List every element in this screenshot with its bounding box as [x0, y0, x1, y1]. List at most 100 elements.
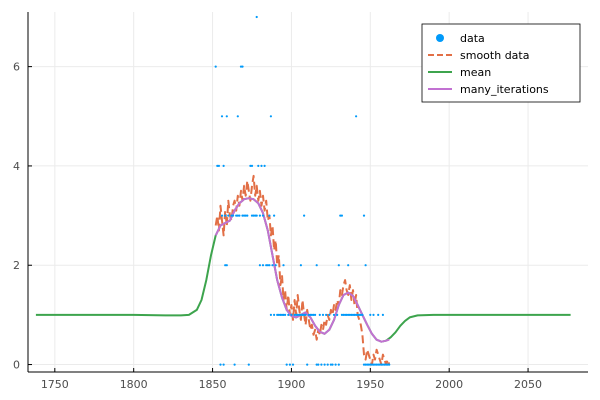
data-point	[332, 313, 336, 316]
legend-entry: mean	[428, 66, 491, 79]
data-point	[236, 214, 239, 217]
data-point	[375, 363, 378, 366]
data-point	[307, 313, 310, 316]
data-point	[260, 164, 263, 167]
x-tick-label: 2050	[514, 378, 542, 391]
data-point	[340, 214, 343, 217]
data-point	[241, 214, 244, 217]
legend-entry: many_iterations	[428, 83, 549, 96]
data-point	[377, 313, 380, 316]
legend: data smooth data mean many_iterations	[421, 23, 581, 103]
data-point	[249, 164, 252, 167]
data-point	[236, 115, 239, 118]
y-tick-label: 6	[13, 61, 20, 74]
legend-label: many_iterations	[460, 83, 549, 96]
y-tick-label: 2	[13, 259, 20, 272]
data-point	[355, 115, 358, 118]
series-mean-line	[35, 197, 571, 343]
data-point	[383, 363, 386, 366]
data-point	[230, 214, 233, 217]
data-point	[320, 363, 323, 366]
data-point	[328, 313, 331, 316]
data-point	[269, 115, 272, 118]
data-point	[315, 363, 318, 366]
data-point	[369, 313, 372, 316]
x-tick-labels: 1750 1800 1850 1900 1950 2000 2050	[41, 378, 542, 391]
data-point	[265, 264, 268, 267]
data-point	[314, 313, 317, 316]
data-point	[214, 65, 217, 68]
data-point	[317, 363, 320, 366]
legend-label: data	[460, 32, 485, 45]
data-point	[347, 313, 350, 316]
data-point	[243, 214, 246, 217]
data-point	[224, 264, 227, 267]
legend-label: mean	[460, 66, 491, 79]
data-point	[282, 313, 285, 316]
data-point	[355, 313, 358, 316]
data-point	[250, 214, 254, 217]
data-point	[334, 363, 337, 366]
data-point	[381, 363, 384, 366]
x-tick-label: 1750	[41, 378, 69, 391]
data-point	[291, 363, 295, 366]
x-tick-label: 1950	[356, 378, 384, 391]
legend-marker-data	[436, 34, 444, 42]
data-point	[385, 363, 388, 366]
data-point	[331, 363, 334, 366]
data-point	[362, 214, 366, 217]
data-point	[293, 313, 296, 316]
plot-area	[35, 15, 571, 366]
data-point	[285, 363, 288, 366]
data-point	[306, 363, 309, 366]
y-tick-labels: 0 2 4 6	[13, 61, 20, 372]
data-point	[227, 214, 230, 217]
data-point	[220, 115, 224, 118]
data-point	[241, 65, 244, 68]
data-point	[372, 313, 375, 316]
data-point	[261, 214, 265, 217]
data-point	[238, 214, 241, 217]
data-point	[367, 363, 370, 366]
data-point	[287, 313, 290, 316]
data-point	[258, 264, 261, 267]
axes	[27, 12, 588, 373]
x-tick-label: 1800	[120, 378, 148, 391]
data-point	[216, 164, 219, 167]
data-point	[276, 313, 279, 316]
x-tick-label: 2000	[435, 378, 463, 391]
data-point	[279, 313, 282, 316]
data-point	[252, 214, 255, 217]
series-smooth-data-line	[214, 174, 391, 366]
data-point	[268, 214, 271, 217]
data-point	[273, 313, 276, 316]
data-point	[250, 164, 254, 167]
data-point	[225, 115, 228, 118]
data-point	[233, 363, 236, 366]
data-point	[277, 313, 280, 316]
data-point	[329, 363, 332, 366]
data-point	[321, 313, 325, 316]
data-point	[284, 313, 287, 316]
data-point	[235, 214, 238, 217]
data-point	[288, 363, 291, 366]
data-point	[269, 313, 272, 316]
data-point	[388, 363, 391, 366]
data-point	[303, 214, 306, 217]
data-point	[378, 363, 381, 366]
data-point	[263, 164, 266, 167]
data-point	[290, 313, 293, 316]
data-point	[337, 363, 340, 366]
data-point	[222, 164, 225, 167]
data-point	[348, 313, 351, 316]
data-point	[257, 164, 260, 167]
data-point	[296, 313, 299, 316]
data-point	[342, 313, 345, 316]
x-tick-label: 1850	[199, 378, 227, 391]
data-point	[225, 264, 228, 267]
y-tick-label: 0	[13, 359, 20, 372]
data-point	[347, 264, 350, 267]
data-point	[369, 363, 372, 366]
data-point	[326, 363, 329, 366]
data-point	[323, 363, 326, 366]
